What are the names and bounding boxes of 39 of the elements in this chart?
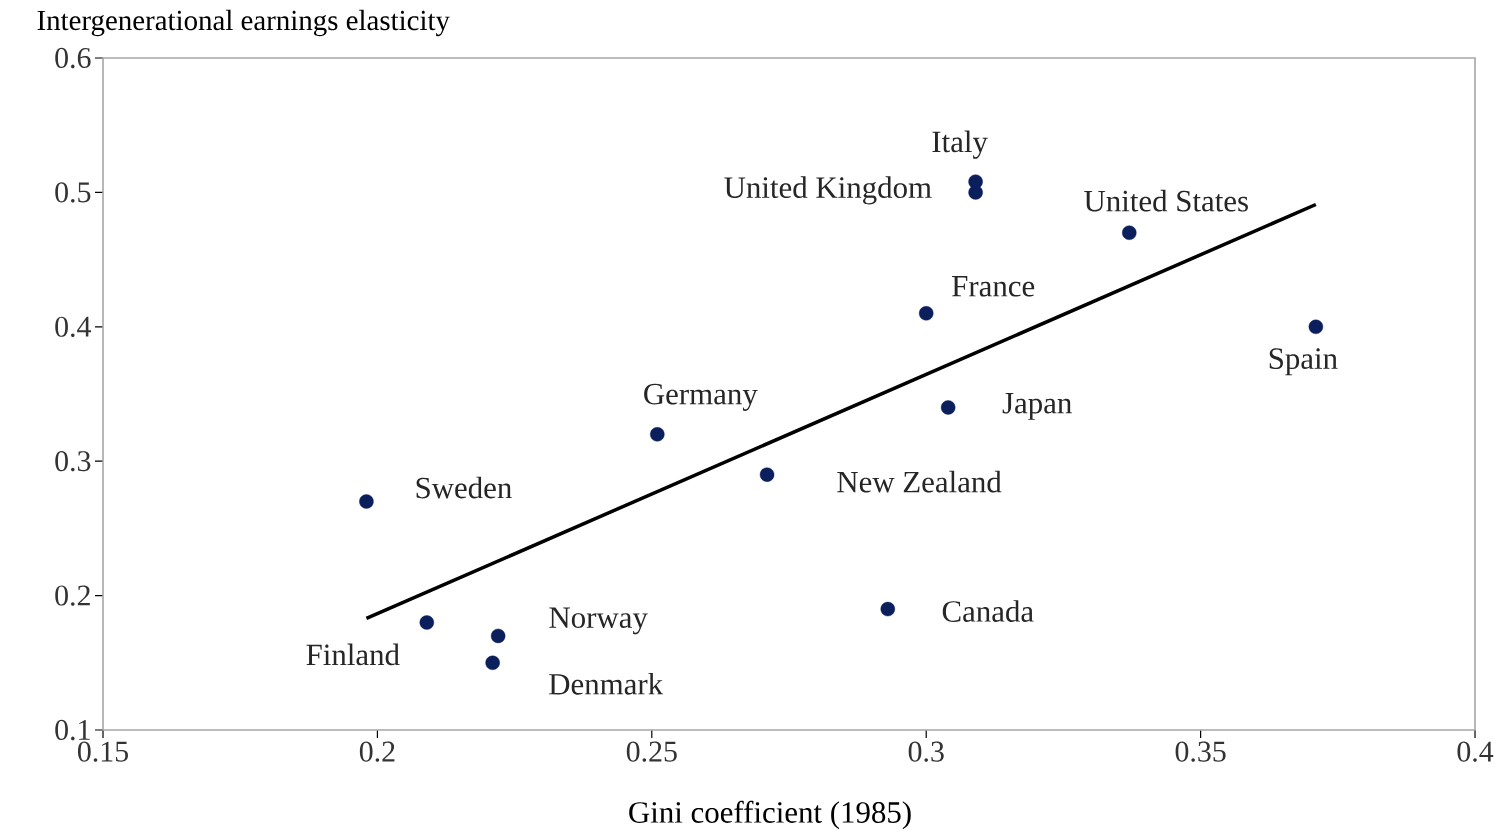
point bbox=[419, 615, 434, 630]
annotation: Denmark bbox=[549, 672, 664, 695]
point bbox=[940, 400, 956, 415]
annotation: Italy bbox=[932, 130, 988, 159]
point bbox=[880, 601, 895, 617]
point bbox=[490, 628, 506, 644]
point bbox=[968, 185, 983, 200]
x-tick-label: 0.25 bbox=[626, 741, 677, 762]
annotation: Norway bbox=[549, 607, 648, 635]
point bbox=[359, 494, 374, 509]
point bbox=[1122, 225, 1137, 240]
y-tick-label: 0.4 bbox=[55, 316, 92, 337]
x-tick-label: 0.2 bbox=[359, 741, 395, 762]
annotation: Finland bbox=[306, 643, 400, 666]
annotation: United States bbox=[1084, 189, 1248, 212]
x-tick-label: 0.15 bbox=[77, 741, 128, 762]
annotation: Sweden bbox=[416, 476, 512, 499]
x-tick-label: 0.35 bbox=[1175, 741, 1226, 762]
annotation: Germany bbox=[644, 383, 758, 411]
annotation: Canada bbox=[942, 600, 1034, 622]
annotation: United Kingdom bbox=[724, 176, 932, 205]
x-tick-label: 0.4 bbox=[1457, 741, 1494, 762]
point bbox=[1308, 319, 1324, 334]
y-tick-label: 0.5 bbox=[55, 182, 91, 203]
x-tick-label: 0.3 bbox=[908, 741, 944, 762]
point bbox=[919, 306, 934, 321]
y-tick-label: 0.1 bbox=[55, 719, 90, 741]
annotation: Spain bbox=[1269, 348, 1338, 376]
y-tick-label: 0.6 bbox=[55, 47, 91, 69]
point bbox=[759, 467, 775, 482]
y-tick-label: 0.3 bbox=[55, 451, 91, 472]
annotation: Japan bbox=[1002, 393, 1072, 420]
x-axis-title: Gini coefficient (1985) bbox=[629, 800, 911, 830]
point bbox=[650, 427, 665, 442]
annotation: New Zealand bbox=[837, 470, 1002, 493]
y-axis-title: Intergenerational earnings elasticity bbox=[37, 9, 450, 37]
y-tick-label: 0.2 bbox=[55, 585, 90, 606]
annotation: France bbox=[952, 276, 1035, 297]
point bbox=[485, 655, 500, 670]
